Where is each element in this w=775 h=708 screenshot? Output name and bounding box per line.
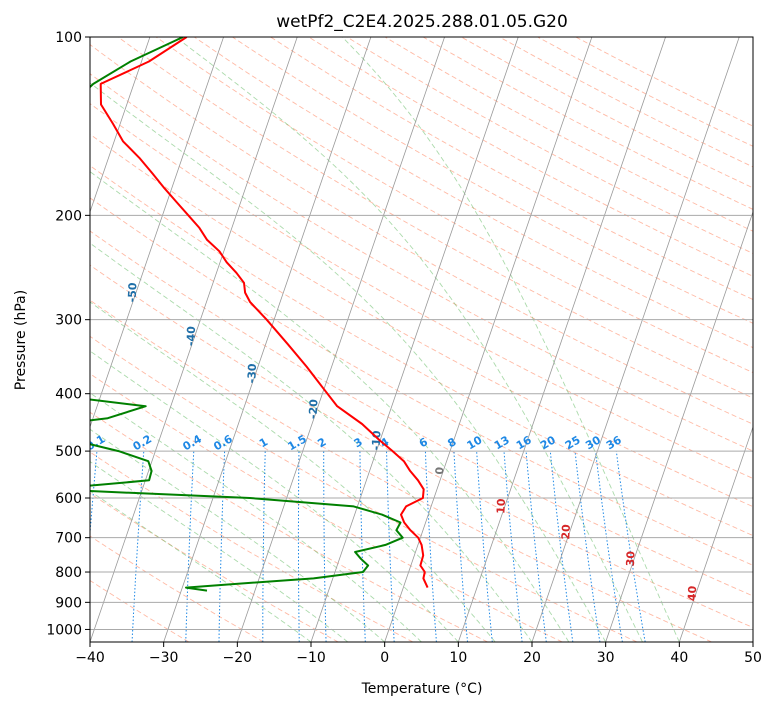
dry-adiabat xyxy=(461,37,753,189)
chart-title: wetPf2_C2E4.2025.288.01.05.G20 xyxy=(276,12,568,32)
mixing-ratio-line xyxy=(218,451,226,642)
isotherm-label: -20 xyxy=(307,399,321,420)
y-axis-label: Pressure (hPa) xyxy=(13,290,29,390)
plot-area: -100-90-80-70-60-50-40-30-20-10010203040… xyxy=(90,37,753,642)
y-tick-label: 100 xyxy=(55,30,82,46)
isobars xyxy=(90,37,753,630)
mixing-ratio-line xyxy=(323,451,327,642)
x-tick-label: 0 xyxy=(380,650,389,666)
isotherm-line xyxy=(605,210,753,642)
y-tick-label: 700 xyxy=(55,531,82,547)
moist-adiabat xyxy=(341,37,680,642)
isotherm-line xyxy=(90,37,151,214)
isotherm-label: -40 xyxy=(184,326,198,347)
x-tick-label: −10 xyxy=(296,650,326,666)
isotherm-line xyxy=(163,37,372,642)
isotherm-line xyxy=(457,37,666,642)
mixing-ratio-line xyxy=(90,451,98,539)
y-tick-label: 300 xyxy=(55,313,82,329)
x-tick-label: −40 xyxy=(75,650,105,666)
isotherm-line xyxy=(90,37,224,429)
mixing-ratio-line xyxy=(297,451,300,642)
moist-adiabat xyxy=(90,82,607,642)
mixing-ratio-line xyxy=(525,451,547,642)
moist-adiabat xyxy=(90,171,570,642)
dry-adiabats xyxy=(90,37,753,642)
isotherm-line xyxy=(531,37,740,642)
dry-adiabat xyxy=(90,535,264,642)
dry-adiabat xyxy=(90,299,712,642)
dry-adiabat xyxy=(194,37,753,349)
isotherm-line xyxy=(236,37,445,642)
y-tick-label: 800 xyxy=(55,565,82,581)
mixing-ratio-line xyxy=(453,451,468,642)
mixing-ratio-line xyxy=(424,451,437,642)
dry-adiabat xyxy=(155,37,753,374)
mixing-ratio-line xyxy=(386,451,395,642)
x-tick-label: 10 xyxy=(449,650,467,666)
moist-adiabat xyxy=(90,428,385,642)
x-axis-label: Temperature (°C) xyxy=(361,681,483,697)
y-axis: 100 200 300 400 500 600 700 800 900 1000 xyxy=(46,30,90,638)
y-tick-label: 400 xyxy=(55,387,82,403)
dry-adiabat xyxy=(90,264,753,629)
dry-adiabat xyxy=(499,37,753,168)
moist-adiabat xyxy=(90,301,496,642)
x-axis: −40 −30 −20 −10 0 10 20 30 40 50 xyxy=(75,642,762,666)
dry-adiabat xyxy=(90,44,753,425)
y-tick-label: 200 xyxy=(55,208,82,224)
isotherm-label: -30 xyxy=(245,363,259,384)
x-tick-label: 30 xyxy=(597,650,615,666)
isotherm-label: 0 xyxy=(433,466,446,475)
mixing-ratio-line xyxy=(262,451,266,642)
isotherm-label: 10 xyxy=(494,498,508,514)
x-tick-label: 20 xyxy=(523,650,541,666)
isotherm-label: 20 xyxy=(559,524,573,540)
y-tick-label: 1000 xyxy=(46,622,82,638)
mixing-ratio-line xyxy=(503,451,523,642)
isotherm-line xyxy=(90,37,298,642)
isotherm-line xyxy=(678,425,753,642)
dry-adiabat xyxy=(90,103,753,479)
x-tick-label: 50 xyxy=(744,650,762,666)
mixing-ratio-line xyxy=(185,451,195,642)
temperature-line xyxy=(99,37,429,589)
dry-adiabat xyxy=(308,37,753,277)
dry-adiabat xyxy=(90,197,753,566)
dry-adiabat xyxy=(90,230,753,597)
moist-adiabat xyxy=(90,242,533,642)
dry-adiabat xyxy=(90,133,753,508)
sounding-profiles xyxy=(90,37,429,592)
y-tick-label: 600 xyxy=(55,491,82,507)
dry-adiabat xyxy=(537,37,753,147)
mixing-ratio-line xyxy=(359,451,366,642)
isotherm-label: -50 xyxy=(126,282,140,303)
moist-adiabat xyxy=(90,392,422,642)
y-tick-label: 900 xyxy=(55,595,82,611)
isotherm-line xyxy=(310,37,519,642)
dry-adiabat xyxy=(232,37,753,324)
isotherm-label: 40 xyxy=(686,585,700,601)
y-tick-label: 500 xyxy=(55,444,82,460)
x-tick-label: −30 xyxy=(149,650,179,666)
dry-adiabat xyxy=(90,73,753,452)
x-tick-label: −20 xyxy=(223,650,253,666)
dry-adiabat xyxy=(117,37,753,399)
moist-adiabat xyxy=(90,350,459,642)
x-tick-label: 40 xyxy=(670,650,688,666)
plot-frame xyxy=(89,36,754,643)
isotherm-label: 30 xyxy=(624,550,638,566)
dewpoint-line xyxy=(90,37,404,592)
dry-adiabat xyxy=(90,451,414,642)
dry-adiabat xyxy=(346,37,753,254)
